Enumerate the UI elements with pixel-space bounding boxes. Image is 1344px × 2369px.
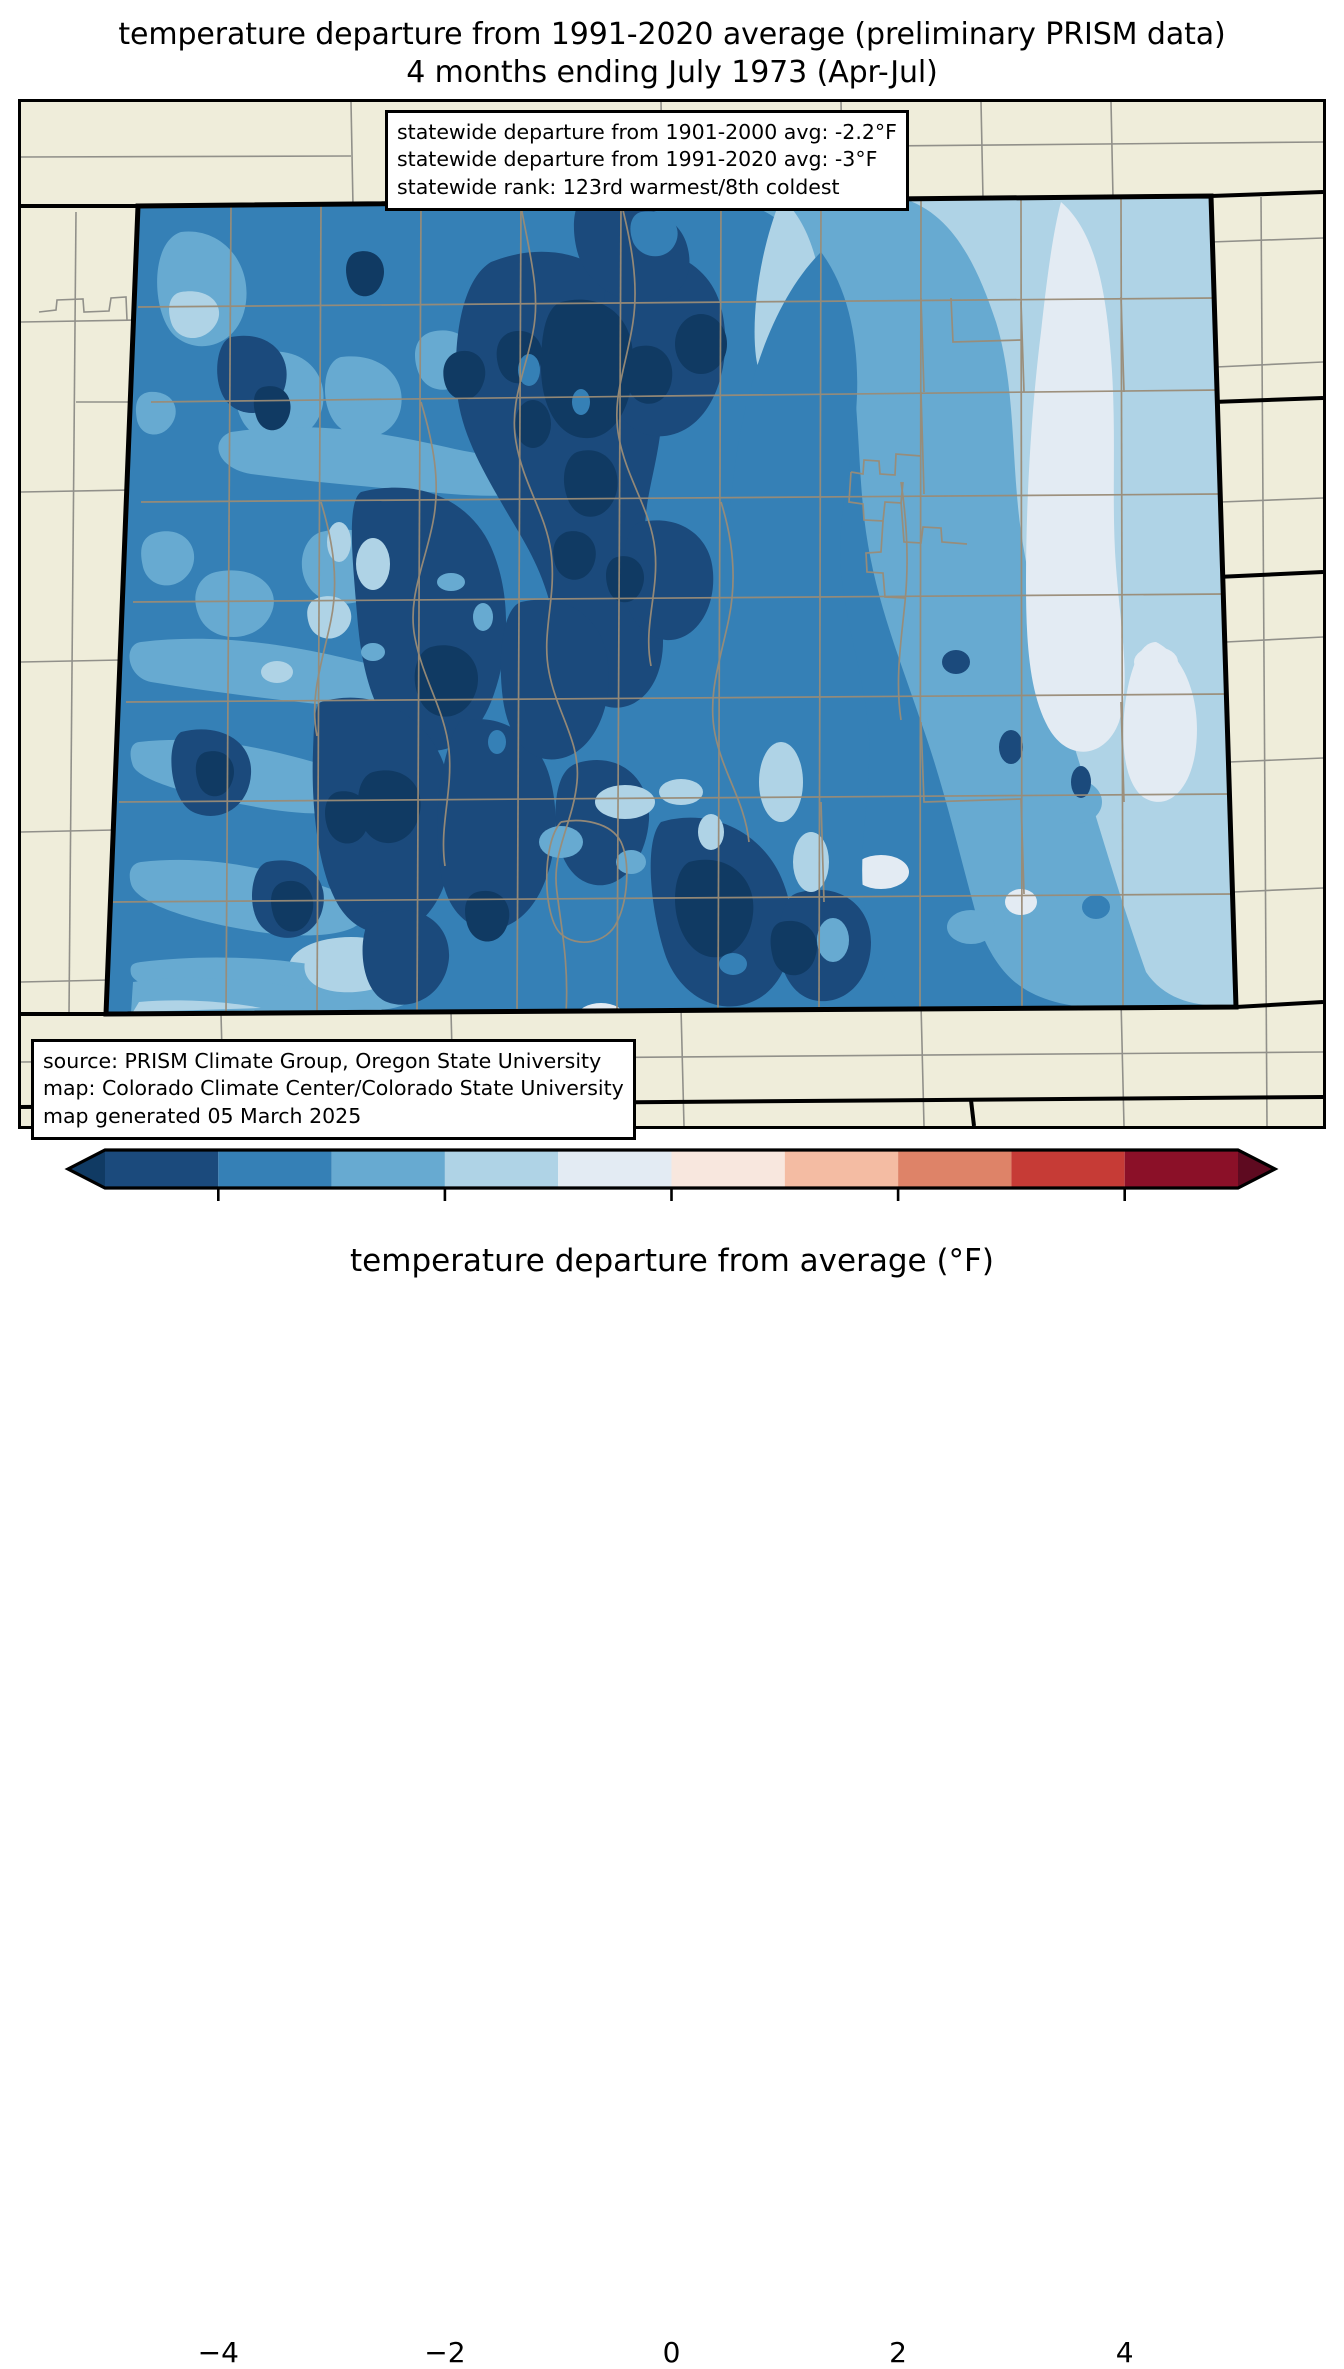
source-line-map: map: Colorado Climate Center/Colorado St… (43, 1076, 624, 1101)
colorbar-tick-label-1: −2 (424, 2336, 466, 2369)
source-line-data: source: PRISM Climate Group, Oregon Stat… (43, 1049, 602, 1073)
colorbar-band-6 (784, 1150, 899, 1188)
chart-title: temperature departure from 1991-2020 ave… (0, 16, 1344, 93)
contour-southwest (131, 977, 378, 1013)
contour-band-darkest-blue-core (195, 251, 818, 976)
colorbar-tick-label-4: 4 (1115, 2336, 1134, 2369)
colorbar-svg (64, 1148, 1279, 1201)
map-panel (18, 99, 1326, 1129)
colorbar-band-8 (1011, 1150, 1125, 1188)
colorbar-tick-marks (217, 1188, 1126, 1201)
colorbar-tick-label-0: −4 (197, 2336, 239, 2369)
statewide-stats-box: statewide departure from 1901-2000 avg: … (385, 110, 909, 212)
title-line-1: temperature departure from 1991-2020 ave… (118, 17, 1226, 52)
colorbar-band-3 (444, 1150, 559, 1188)
colorbar-band-1 (218, 1150, 332, 1188)
colorbar-axis-label: temperature departure from average (°F) (350, 1243, 994, 1279)
colorbar-over-arrow (1238, 1150, 1275, 1188)
contour-band-palest-blue-east (788, 202, 1197, 802)
colorbar-band-0 (105, 1150, 219, 1188)
colorbar-bands (68, 1150, 1275, 1188)
colorbar-band-7 (898, 1150, 1012, 1188)
colorbar-band-9 (1124, 1150, 1238, 1188)
stats-line-departure-1901-2000: statewide departure from 1901-2000 avg: … (397, 120, 897, 144)
colorbar-under-arrow (68, 1150, 105, 1188)
stats-line-rank: statewide rank: 123rd warmest/8th coldes… (397, 174, 840, 199)
contour-band-medium-east-tongue (710, 252, 901, 1010)
source-credits-box: source: PRISM Climate Group, Oregon Stat… (31, 1039, 636, 1141)
colorado-temperature-departure-map (21, 102, 1323, 1126)
colorbar-tick-label-2: 0 (662, 2336, 681, 2369)
temperature-contour-field (106, 196, 1236, 1014)
colorbar-tick-label-3: 2 (889, 2336, 908, 2369)
colorbar-outline (64, 1148, 1279, 1190)
colorado-county-lines (112, 197, 1234, 1014)
colorbar-band-4 (558, 1150, 672, 1188)
stats-line-departure-1991-2020: statewide departure from 1991-2020 avg: … (397, 147, 878, 172)
source-line-generated: map generated 05 March 2025 (43, 1103, 362, 1128)
title-line-2: 4 months ending July 1973 (Apr-Jul) (406, 55, 938, 91)
colorbar-band-2 (331, 1150, 445, 1188)
colorbar-band-5 (671, 1150, 785, 1188)
